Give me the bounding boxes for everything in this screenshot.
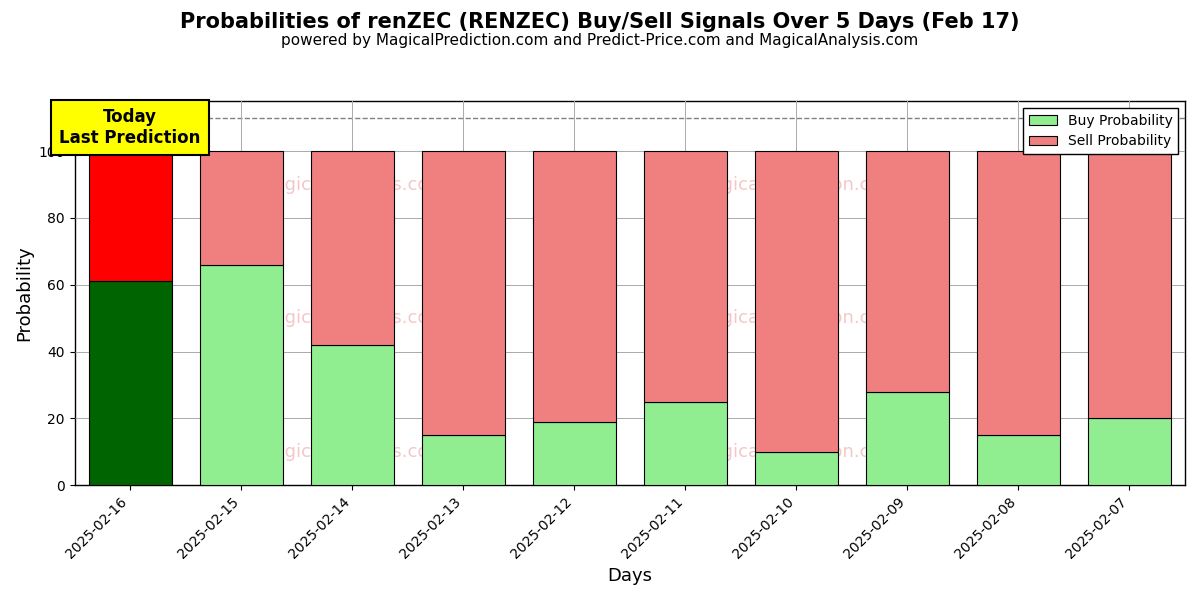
Text: Probabilities of renZEC (RENZEC) Buy/Sell Signals Over 5 Days (Feb 17): Probabilities of renZEC (RENZEC) Buy/Sel… bbox=[180, 12, 1020, 32]
Bar bbox=[755, 151, 838, 452]
Bar bbox=[977, 435, 1060, 485]
Bar bbox=[755, 452, 838, 485]
Bar bbox=[311, 151, 394, 345]
Text: powered by MagicalPrediction.com and Predict-Price.com and MagicalAnalysis.com: powered by MagicalPrediction.com and Pre… bbox=[281, 33, 919, 48]
Bar bbox=[977, 151, 1060, 435]
Text: MagicalPrediction.com: MagicalPrediction.com bbox=[695, 443, 898, 461]
X-axis label: Days: Days bbox=[607, 567, 653, 585]
Bar bbox=[421, 151, 505, 435]
Legend: Buy Probability, Sell Probability: Buy Probability, Sell Probability bbox=[1024, 108, 1178, 154]
Bar bbox=[865, 151, 949, 392]
Bar bbox=[311, 345, 394, 485]
Bar bbox=[1088, 151, 1171, 418]
Bar bbox=[643, 151, 727, 402]
Y-axis label: Probability: Probability bbox=[16, 245, 34, 341]
Bar bbox=[199, 265, 283, 485]
Bar bbox=[643, 402, 727, 485]
Text: MagicalPrediction.com: MagicalPrediction.com bbox=[695, 176, 898, 194]
Bar bbox=[1088, 418, 1171, 485]
Text: MagicalAnalysis.com: MagicalAnalysis.com bbox=[258, 443, 446, 461]
Text: MagicalPrediction.com: MagicalPrediction.com bbox=[695, 309, 898, 327]
Bar bbox=[89, 151, 172, 281]
Bar bbox=[533, 422, 616, 485]
Bar bbox=[533, 151, 616, 422]
Bar bbox=[199, 151, 283, 265]
Bar bbox=[421, 435, 505, 485]
Text: MagicalAnalysis.com: MagicalAnalysis.com bbox=[258, 309, 446, 327]
Text: MagicalAnalysis.com: MagicalAnalysis.com bbox=[258, 176, 446, 194]
Bar bbox=[865, 392, 949, 485]
Text: Today
Last Prediction: Today Last Prediction bbox=[60, 109, 200, 147]
Bar bbox=[89, 281, 172, 485]
